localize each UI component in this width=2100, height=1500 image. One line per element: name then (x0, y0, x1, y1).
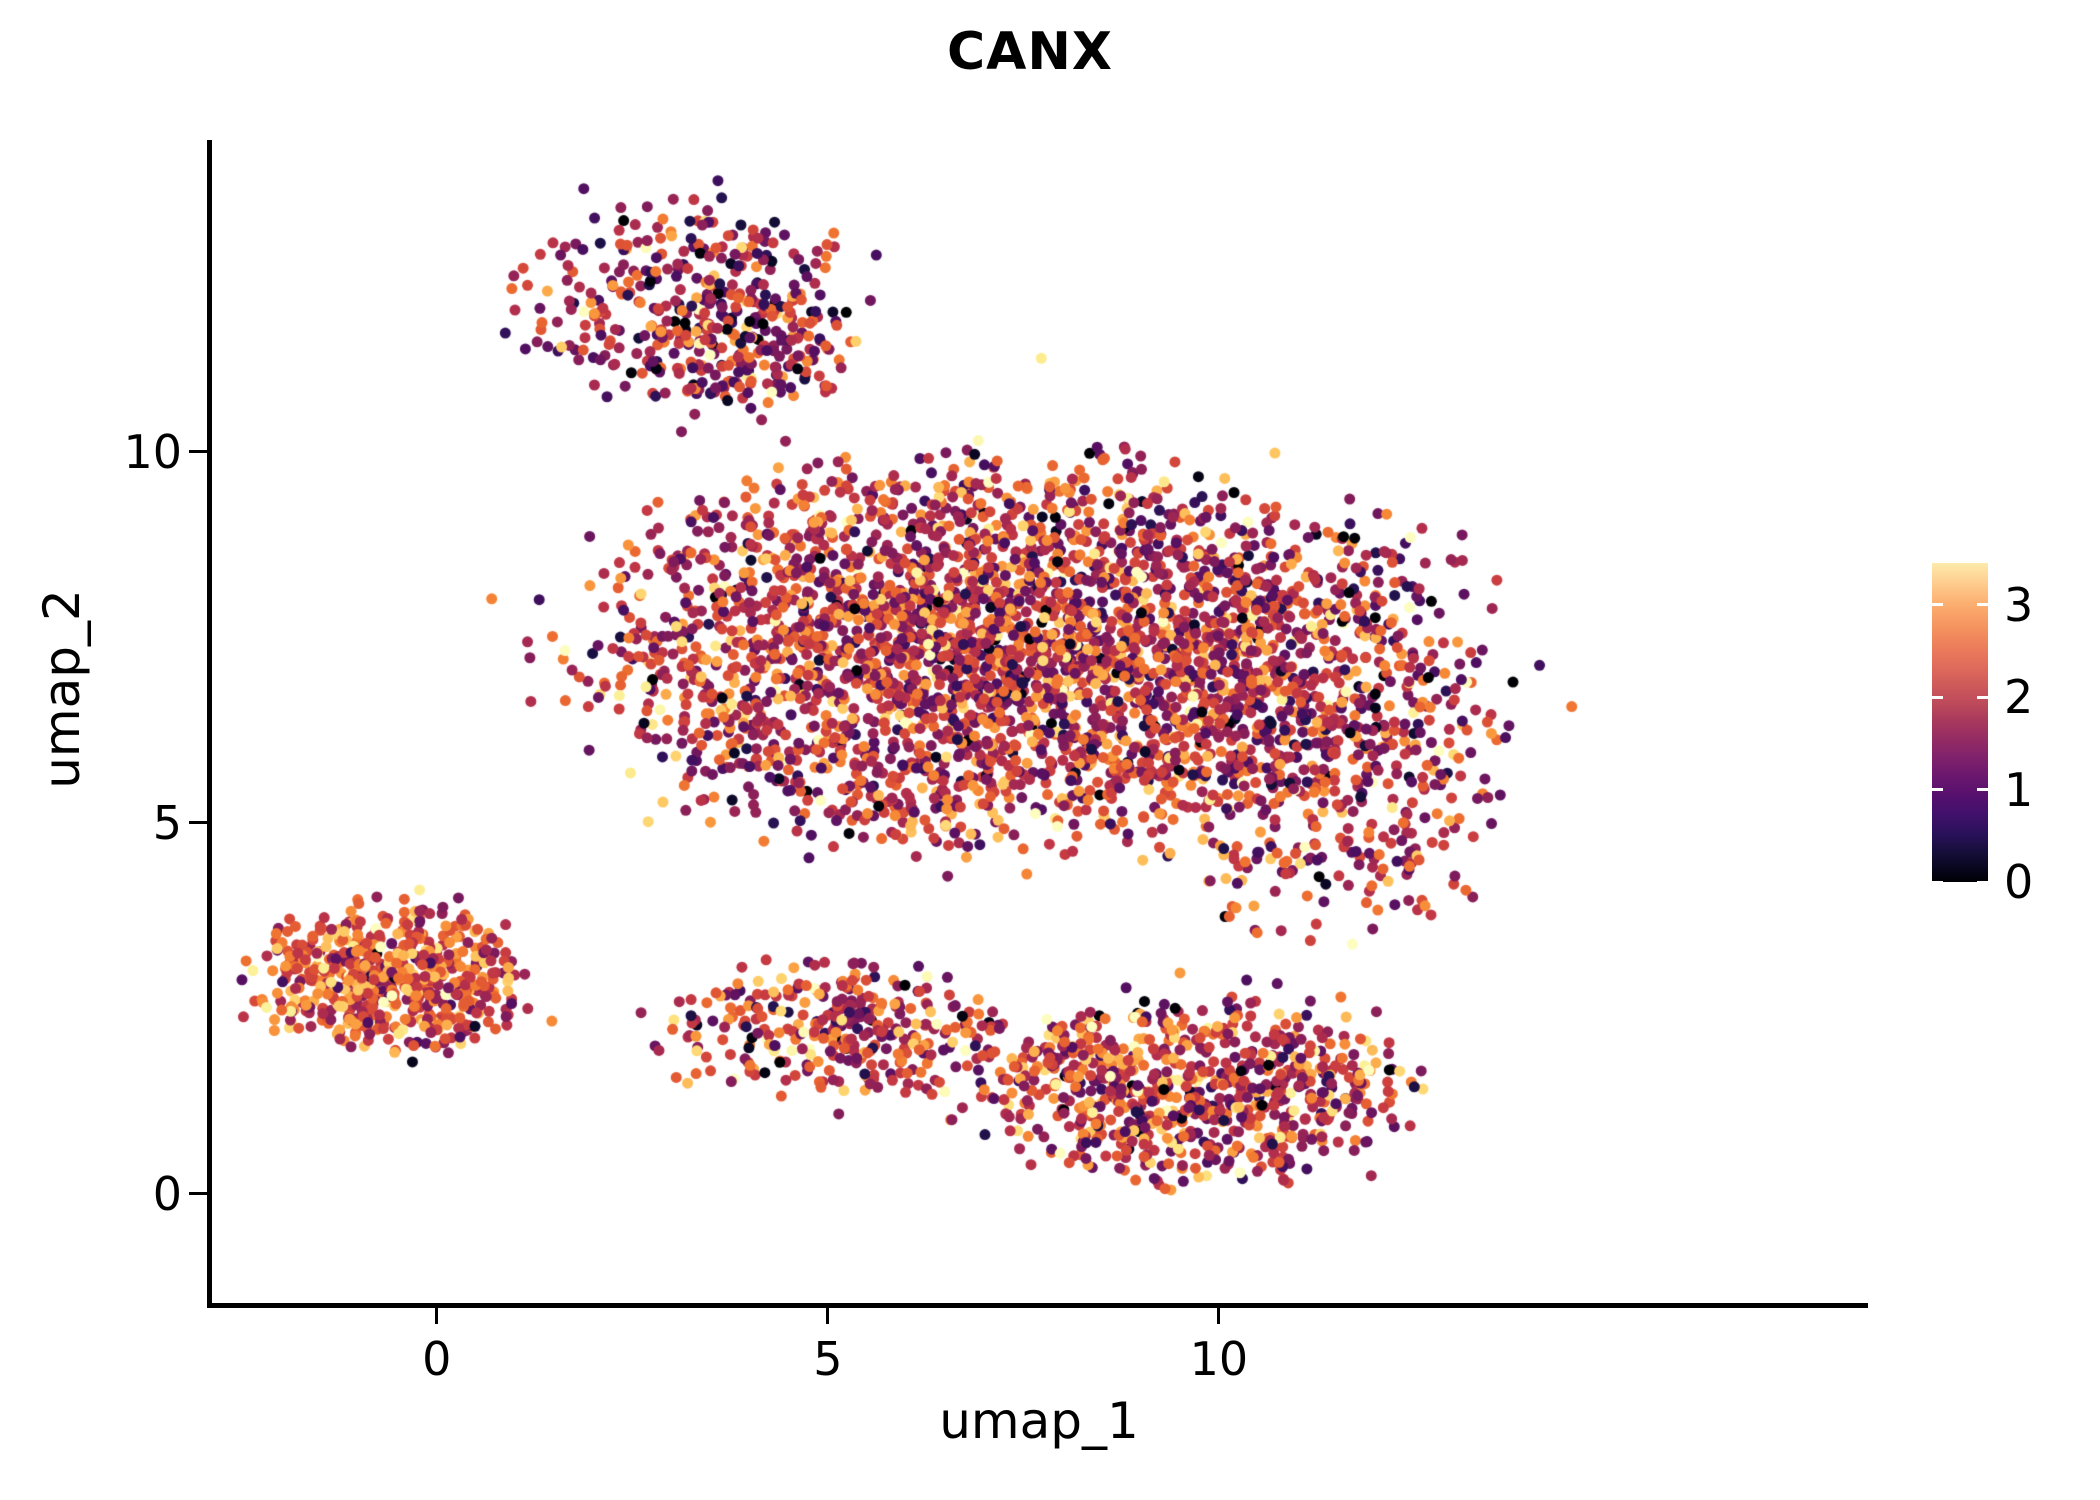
x-tick-mark (826, 1308, 830, 1324)
scatter-plot-axes: 0 5 10 0 5 10 (123, 140, 1868, 1386)
scatter-points-canvas (210, 140, 1868, 1305)
x-tick-label: 10 (1189, 1332, 1249, 1386)
y-tick-mark (189, 450, 207, 454)
y-tick-label: 0 (152, 1166, 182, 1221)
colorbar-tick-label: 3 (2004, 577, 2034, 632)
x-tick-mark (435, 1308, 439, 1324)
colorbar-tick-label: 0 (2004, 855, 2034, 909)
x-tick-label: 5 (813, 1332, 843, 1386)
x-tick-label: 0 (422, 1332, 452, 1386)
page-title: CANX (946, 22, 1114, 82)
colorbar-tick-label: 1 (2004, 762, 2034, 817)
x-axis-label: umap_1 (939, 1392, 1139, 1450)
colorbar: 0 1 2 3 (1932, 563, 2082, 909)
y-tick-label: 5 (152, 795, 182, 850)
axis-spine-bottom (207, 1303, 1868, 1308)
colorbar-gradient (1932, 563, 1988, 882)
colorbar-tick-label: 2 (2004, 670, 2034, 725)
axis-spine-left (207, 140, 212, 1305)
y-tick-mark (189, 1192, 207, 1196)
y-tick-mark (189, 821, 207, 825)
x-tick-mark (1217, 1308, 1221, 1324)
y-tick-label: 10 (123, 424, 182, 479)
y-axis-label: umap_2 (33, 589, 91, 789)
